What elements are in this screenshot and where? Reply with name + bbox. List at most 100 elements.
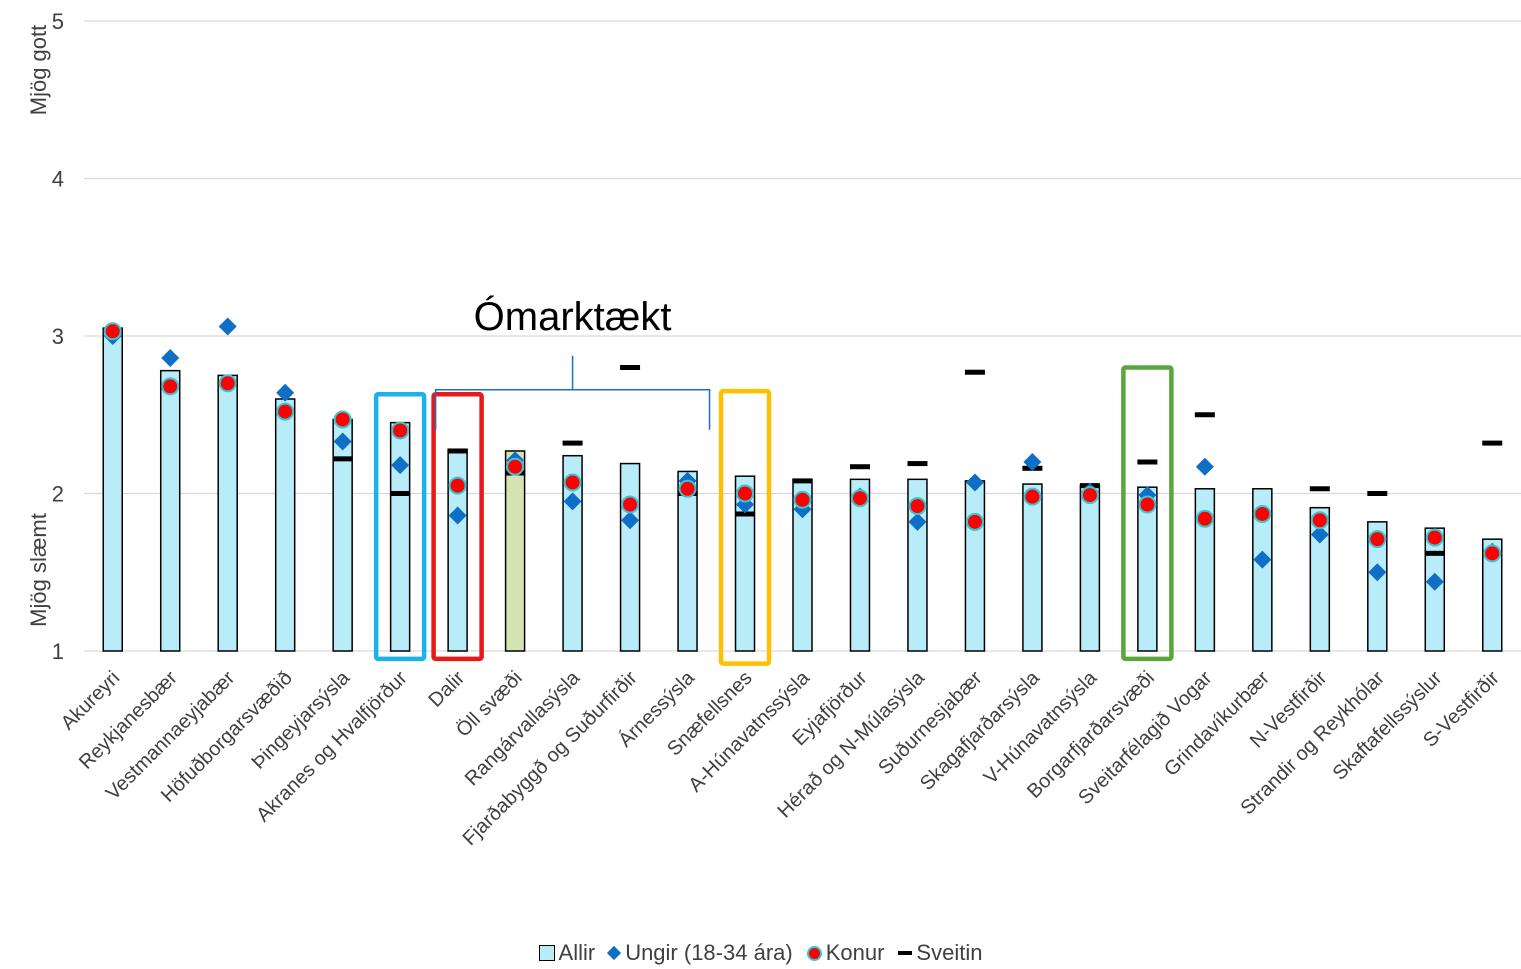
x-tick-labels: AkureyriReykjanesbærVestmannaeyjabærHöfu… [57, 666, 1504, 850]
y-bottom-label: Mjög slæmt [26, 513, 51, 627]
bar [849, 478, 871, 652]
konur-marker [1023, 487, 1042, 506]
konur-marker [218, 374, 237, 393]
y-tick-label: 3 [52, 324, 64, 349]
sveitin-marker [1367, 491, 1388, 496]
ungir-marker [276, 383, 295, 402]
konur-marker [793, 490, 812, 509]
konur-marker [333, 410, 352, 429]
konur-marker [1080, 486, 1099, 505]
sveitin-marker [964, 369, 985, 375]
legend-item-ungir[interactable]: Ungir (18-34 ára) [607, 940, 793, 966]
ungir-marker [1023, 453, 1042, 471]
ungir-marker [161, 349, 180, 368]
bar [1482, 538, 1503, 652]
konur-marker [1368, 530, 1387, 549]
y-tick-label: 1 [52, 639, 64, 664]
bracket-label: Ómarktækt [474, 294, 672, 339]
y-tick-labels: 1 2 3 4 5 [52, 9, 64, 664]
ungir-marker [333, 432, 352, 451]
bar [677, 470, 698, 652]
konur-marker [621, 495, 640, 514]
sveitin-marker [562, 440, 583, 446]
bar [964, 480, 986, 652]
x-tick-label: Reykjanesbær [75, 667, 182, 774]
bar [159, 369, 181, 652]
bar-series [102, 327, 1503, 652]
bar [734, 475, 756, 652]
bar [619, 462, 641, 652]
konur-marker [1310, 511, 1329, 530]
legend-label-ungir: Ungir (18-34 ára) [625, 940, 793, 965]
konur-marker [391, 421, 410, 440]
ungir-marker [965, 473, 984, 492]
legend-item-konur[interactable]: Konur [806, 940, 885, 966]
ungir-marker [1425, 572, 1444, 591]
legend-item-sveitin[interactable]: Sveitin [898, 940, 982, 966]
konur-marker [506, 457, 525, 476]
y-tick-label: 4 [52, 167, 64, 192]
gridlines [84, 20, 1521, 652]
highlight-box [718, 388, 772, 666]
x-tick-label: Þingeyjarsýsla [247, 666, 354, 773]
sveitin-marker [390, 491, 411, 496]
bar [274, 398, 296, 652]
highlight-box [373, 392, 427, 662]
konur-marker [276, 402, 295, 421]
chart-canvas: 1 2 3 4 5 Mjög gott Mjög slæmt Ómarktækt Aku… [26, 9, 1521, 850]
bracket-annotation: Ómarktækt [434, 294, 711, 430]
bar [217, 374, 238, 652]
bar [102, 327, 123, 652]
sveitin-marker [792, 478, 813, 484]
highlight-boxes [373, 365, 1174, 666]
sveitin-marker [447, 448, 468, 454]
konur-marker [448, 476, 467, 495]
bar [1367, 521, 1388, 652]
x-tick-label: Dalir [425, 667, 470, 712]
konur-marker [1253, 504, 1272, 523]
ungir-marker [1368, 563, 1387, 582]
ungir-marker [391, 456, 410, 475]
konur-marker [161, 377, 180, 396]
highlight-box [1121, 365, 1174, 662]
ungir-marker [1310, 525, 1329, 544]
legend-label-sveitin: Sveitin [916, 940, 983, 965]
highlight-box [431, 392, 484, 662]
legend-diamond-icon [607, 945, 622, 961]
sveitin-marker [1194, 412, 1215, 418]
y-tick-label: 5 [52, 9, 64, 34]
sveitin-marker [1137, 459, 1158, 465]
konur-marker [850, 489, 869, 508]
ungir-marker [218, 317, 237, 336]
konur-marker [1425, 528, 1444, 547]
ungir-marker [448, 506, 467, 525]
y-tick-label: 2 [52, 482, 64, 507]
sveitin-marker [849, 464, 870, 470]
legend-circle-icon [806, 945, 822, 961]
sveitin-marker [1309, 486, 1330, 492]
x-tick-label: Suðurnesjabær [874, 667, 986, 779]
legend-dash-icon [898, 951, 913, 955]
bar [332, 418, 353, 652]
ungir-marker [908, 512, 927, 531]
sveitin-marker [735, 511, 756, 517]
legend-bar-icon [538, 945, 555, 961]
legend-item-allir[interactable]: Allir [538, 940, 596, 966]
konur-marker [736, 484, 755, 503]
legend-label-konur: Konur [825, 940, 885, 965]
bar [1252, 488, 1273, 652]
legend-label-allir: Allir [558, 940, 596, 965]
y-top-label: Mjög gott [26, 25, 51, 116]
sveitin-marker [332, 456, 353, 462]
legend: Allir Ungir (18-34 ára) Konur Sveitin [0, 940, 1521, 966]
bar [1194, 488, 1216, 652]
ungir-marker [1253, 550, 1272, 569]
sveitin-marker [1424, 550, 1445, 556]
konur-marker [1195, 509, 1214, 528]
x-tick-label: Grindavíkurbær [1160, 667, 1274, 781]
konur-marker [965, 512, 984, 531]
sveitin-marker [907, 461, 928, 467]
ungir-marker [621, 511, 640, 530]
bar [1079, 484, 1101, 652]
konur-marker [1138, 495, 1157, 514]
